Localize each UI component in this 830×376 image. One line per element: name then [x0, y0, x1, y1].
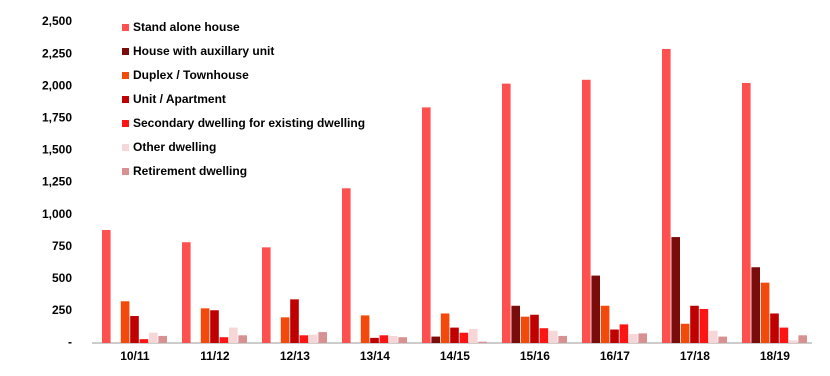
bar	[511, 305, 520, 343]
bar	[610, 329, 619, 343]
legend-swatch	[122, 96, 129, 103]
x-tick-label: 10/11	[120, 349, 150, 363]
y-tick-label: 250	[52, 303, 72, 317]
bar	[619, 324, 629, 343]
legend-label: House with auxillary unit	[133, 44, 274, 58]
bar	[770, 313, 779, 343]
bar	[742, 82, 751, 344]
bar	[502, 83, 511, 343]
bar	[558, 335, 567, 343]
legend-swatch	[122, 120, 129, 127]
x-tick-label: 12/13	[280, 349, 310, 363]
bar	[130, 316, 139, 343]
bar	[149, 332, 158, 343]
y-tick-label: 1,000	[42, 207, 72, 221]
y-tick-label: 2,250	[42, 46, 72, 60]
bar	[210, 310, 219, 343]
x-tick-label: 15/16	[520, 349, 550, 363]
y-tick-label: 750	[52, 239, 72, 253]
legend-swatch	[122, 168, 129, 175]
bar	[629, 334, 638, 343]
x-tick-label: 14/15	[440, 349, 470, 363]
bar	[219, 337, 229, 343]
y-tick-label: 1,500	[42, 143, 72, 157]
bar	[229, 327, 238, 343]
bar	[370, 337, 379, 343]
bar	[718, 336, 727, 343]
bar	[431, 336, 440, 343]
x-tick-label: 17/18	[680, 349, 710, 363]
bar	[530, 314, 539, 343]
bar	[662, 48, 671, 344]
bar	[422, 107, 431, 343]
legend-label: Other dwelling	[133, 140, 216, 154]
x-tick-label: 18/19	[760, 349, 790, 363]
bar	[751, 267, 760, 343]
bar	[520, 316, 530, 343]
legend-label: Secondary dwelling for existing dwelling	[133, 116, 365, 130]
bar	[549, 330, 558, 343]
legend-label: Unit / Apartment	[133, 92, 226, 106]
bar	[779, 327, 789, 343]
bar	[709, 330, 718, 343]
bar	[690, 305, 699, 343]
bar	[290, 299, 299, 343]
bar	[600, 305, 610, 343]
x-tick-label: 16/17	[600, 349, 630, 363]
bar	[638, 333, 647, 343]
bar	[262, 247, 271, 343]
bar	[102, 230, 111, 343]
bar	[360, 315, 370, 343]
legend-swatch	[122, 48, 129, 55]
x-tick-label: 11/12	[200, 349, 230, 363]
bar	[299, 335, 309, 343]
x-tick-label: 13/14	[360, 349, 390, 363]
bar	[459, 332, 469, 343]
legend-swatch	[122, 24, 129, 31]
legend-label: Stand alone house	[133, 20, 240, 34]
bar	[342, 188, 351, 343]
bar	[139, 339, 149, 343]
bar	[200, 308, 210, 343]
bar	[789, 340, 798, 343]
legend-swatch	[122, 144, 129, 151]
y-tick-label: 1,750	[42, 110, 72, 124]
bar	[671, 237, 680, 343]
y-tick-label: 500	[52, 271, 72, 285]
bar	[238, 335, 247, 343]
bar	[582, 79, 591, 343]
bar	[539, 328, 549, 343]
bar	[120, 301, 130, 343]
bar	[318, 332, 327, 343]
bar	[760, 282, 770, 343]
bar	[309, 334, 318, 343]
bar	[798, 335, 807, 343]
bar	[680, 323, 690, 343]
bar	[158, 335, 167, 343]
legend-label: Retirement dwelling	[133, 164, 247, 178]
bar	[478, 341, 487, 343]
bar	[379, 335, 389, 343]
y-tick-label: 2,000	[42, 78, 72, 92]
bar	[699, 308, 709, 343]
bar	[182, 242, 191, 343]
bar	[450, 327, 459, 343]
y-tick-label: -	[68, 335, 72, 349]
y-tick-label: 1,250	[42, 175, 72, 189]
bar	[389, 335, 398, 343]
bar	[440, 313, 450, 343]
bar	[280, 317, 290, 343]
bar	[469, 328, 478, 343]
y-tick-label: 2,500	[42, 14, 72, 28]
bar	[398, 337, 407, 343]
bar	[591, 275, 600, 343]
legend-label: Duplex / Townhouse	[133, 68, 249, 82]
legend-swatch	[122, 72, 129, 79]
